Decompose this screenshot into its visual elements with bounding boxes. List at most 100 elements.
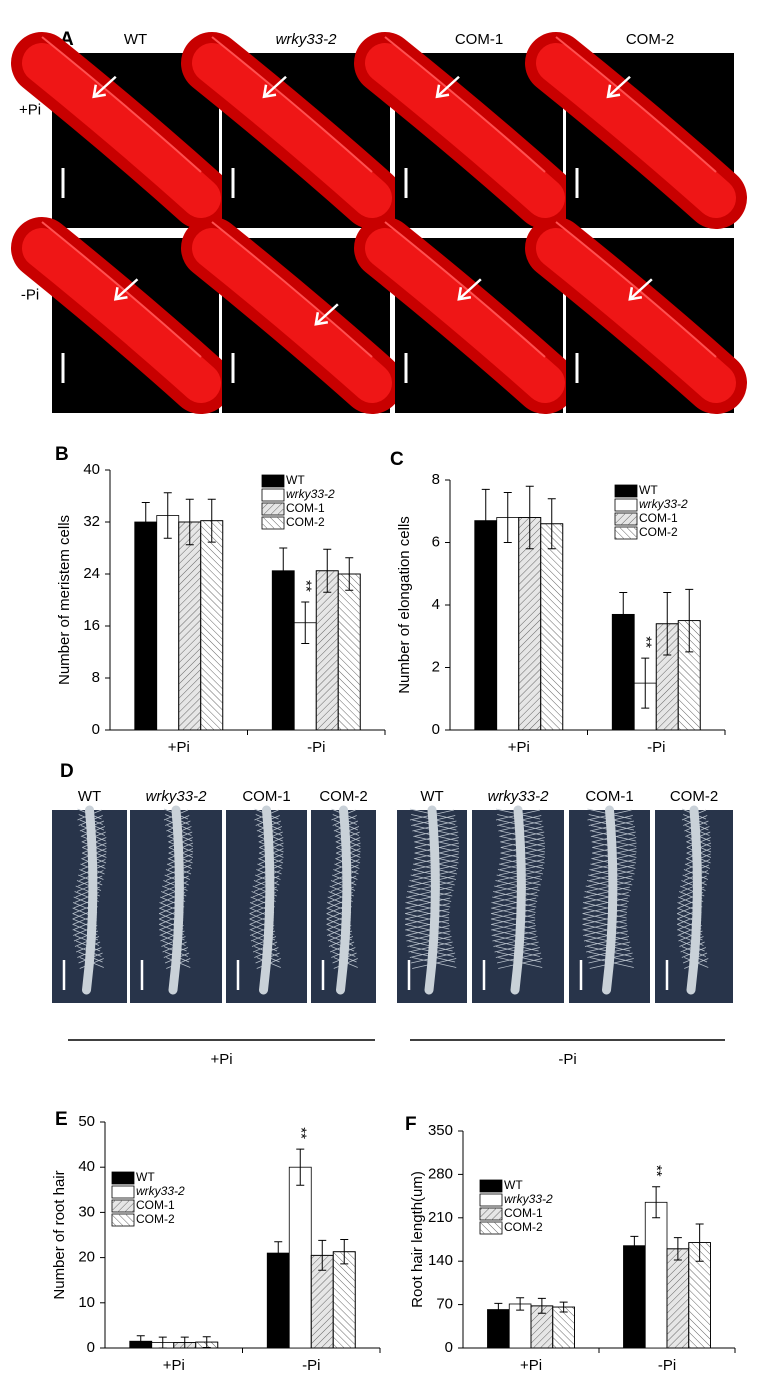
error-bar [279,547,288,594]
root-hair [582,908,627,920]
y-axis-label: Number of root hair [51,1170,68,1299]
legend-label: WT [504,1178,523,1192]
y-tick-label: 70 [436,1296,453,1313]
bar-hatch [178,521,202,731]
x-tick-label: -Pi [307,739,325,756]
error-bar [323,548,332,593]
legend-hatch [480,1208,502,1220]
root-hair [582,903,628,914]
error-bar [516,1297,525,1311]
error-bar [619,592,628,637]
root-edge [211,36,373,173]
root-edge [41,36,202,173]
root [424,805,440,995]
row-label: -Pi [21,286,39,303]
legend-label: WT [136,1170,155,1184]
bar-hatch [666,1248,690,1349]
bar-hatch [518,517,542,731]
bar-hatch [332,1251,356,1349]
legend-swatch [614,484,638,498]
error-bar [180,1336,189,1349]
panel-label: F [405,1114,417,1135]
legend-swatch [479,1193,503,1207]
error-bar [296,1148,305,1186]
root-hair [582,919,627,931]
y-tick-label: 4 [432,596,440,613]
significance: ** [297,580,314,592]
bar-hatch [315,570,339,731]
root-hair [493,892,538,903]
root-core [365,228,565,403]
root [82,805,98,995]
error-bar [185,498,194,546]
root-hair [408,885,453,897]
y-tick-label: 8 [432,471,440,488]
root-hair [584,892,629,903]
root-core [536,228,736,403]
error-bar [301,601,310,645]
error-bar [136,1335,145,1348]
error-bar [685,588,694,653]
legend-swatch [261,488,285,502]
arrow-head [628,287,643,301]
column-label: wrky33-2 [146,788,208,805]
column-label: COM-1 [455,31,503,48]
root-hair [407,892,452,903]
legend-label: COM-2 [504,1220,543,1234]
x-tick-label: +Pi [168,739,190,756]
group-label: +Pi [210,1051,232,1068]
bar [266,1252,290,1349]
bar-hatch [337,573,361,731]
y-tick-label: 140 [428,1252,453,1269]
arrow [314,303,339,326]
error-bar [525,485,534,550]
column-label: wrky33-2 [488,788,550,805]
column-label: COM-2 [670,788,718,805]
y-tick-label: 0 [92,721,100,738]
error-bar [494,1302,503,1317]
root-hair [404,914,450,925]
arrow-head [262,84,277,99]
y-axis-label: Number of elongation cells [396,516,413,694]
error-bar [503,492,512,543]
error-bar [481,488,490,553]
y-tick-label: 2 [432,658,440,675]
root-hair [491,908,536,920]
error-bar [537,1297,546,1314]
column-label: WT [420,788,443,805]
column-label: COM-1 [242,788,290,805]
bar-hatch [540,523,564,731]
root-hair [491,925,536,936]
error-bar [163,492,172,539]
root-hair [406,930,451,942]
root-edge [384,36,546,173]
error-bar [207,498,216,543]
arrow-head [113,287,128,301]
error-bar [559,1301,568,1313]
root-hair [494,885,539,897]
bar [623,1245,646,1349]
significance: ** [637,636,654,648]
error-bar [318,1239,327,1271]
root-hair [405,919,450,931]
root-hair [584,891,629,902]
root-hair [583,925,628,936]
legend-label: WT [286,473,305,487]
root [510,805,526,995]
y-tick-label: 6 [432,533,440,550]
x-tick-label: -Pi [647,739,665,756]
y-tick-label: 10 [78,1294,95,1311]
error-bar [630,1235,639,1256]
y-tick-label: 24 [83,565,100,582]
bar-hatch [200,520,224,731]
arrow [607,75,631,98]
arrow [436,75,460,98]
error-bar [652,1186,661,1219]
bar-hatch [552,1306,575,1349]
panel-label: E [55,1109,68,1130]
bar [644,1201,668,1349]
y-tick-label: 40 [83,461,100,478]
y-tick-label: 40 [78,1158,95,1175]
root-hair [491,903,536,914]
group-label: -Pi [558,1051,576,1068]
